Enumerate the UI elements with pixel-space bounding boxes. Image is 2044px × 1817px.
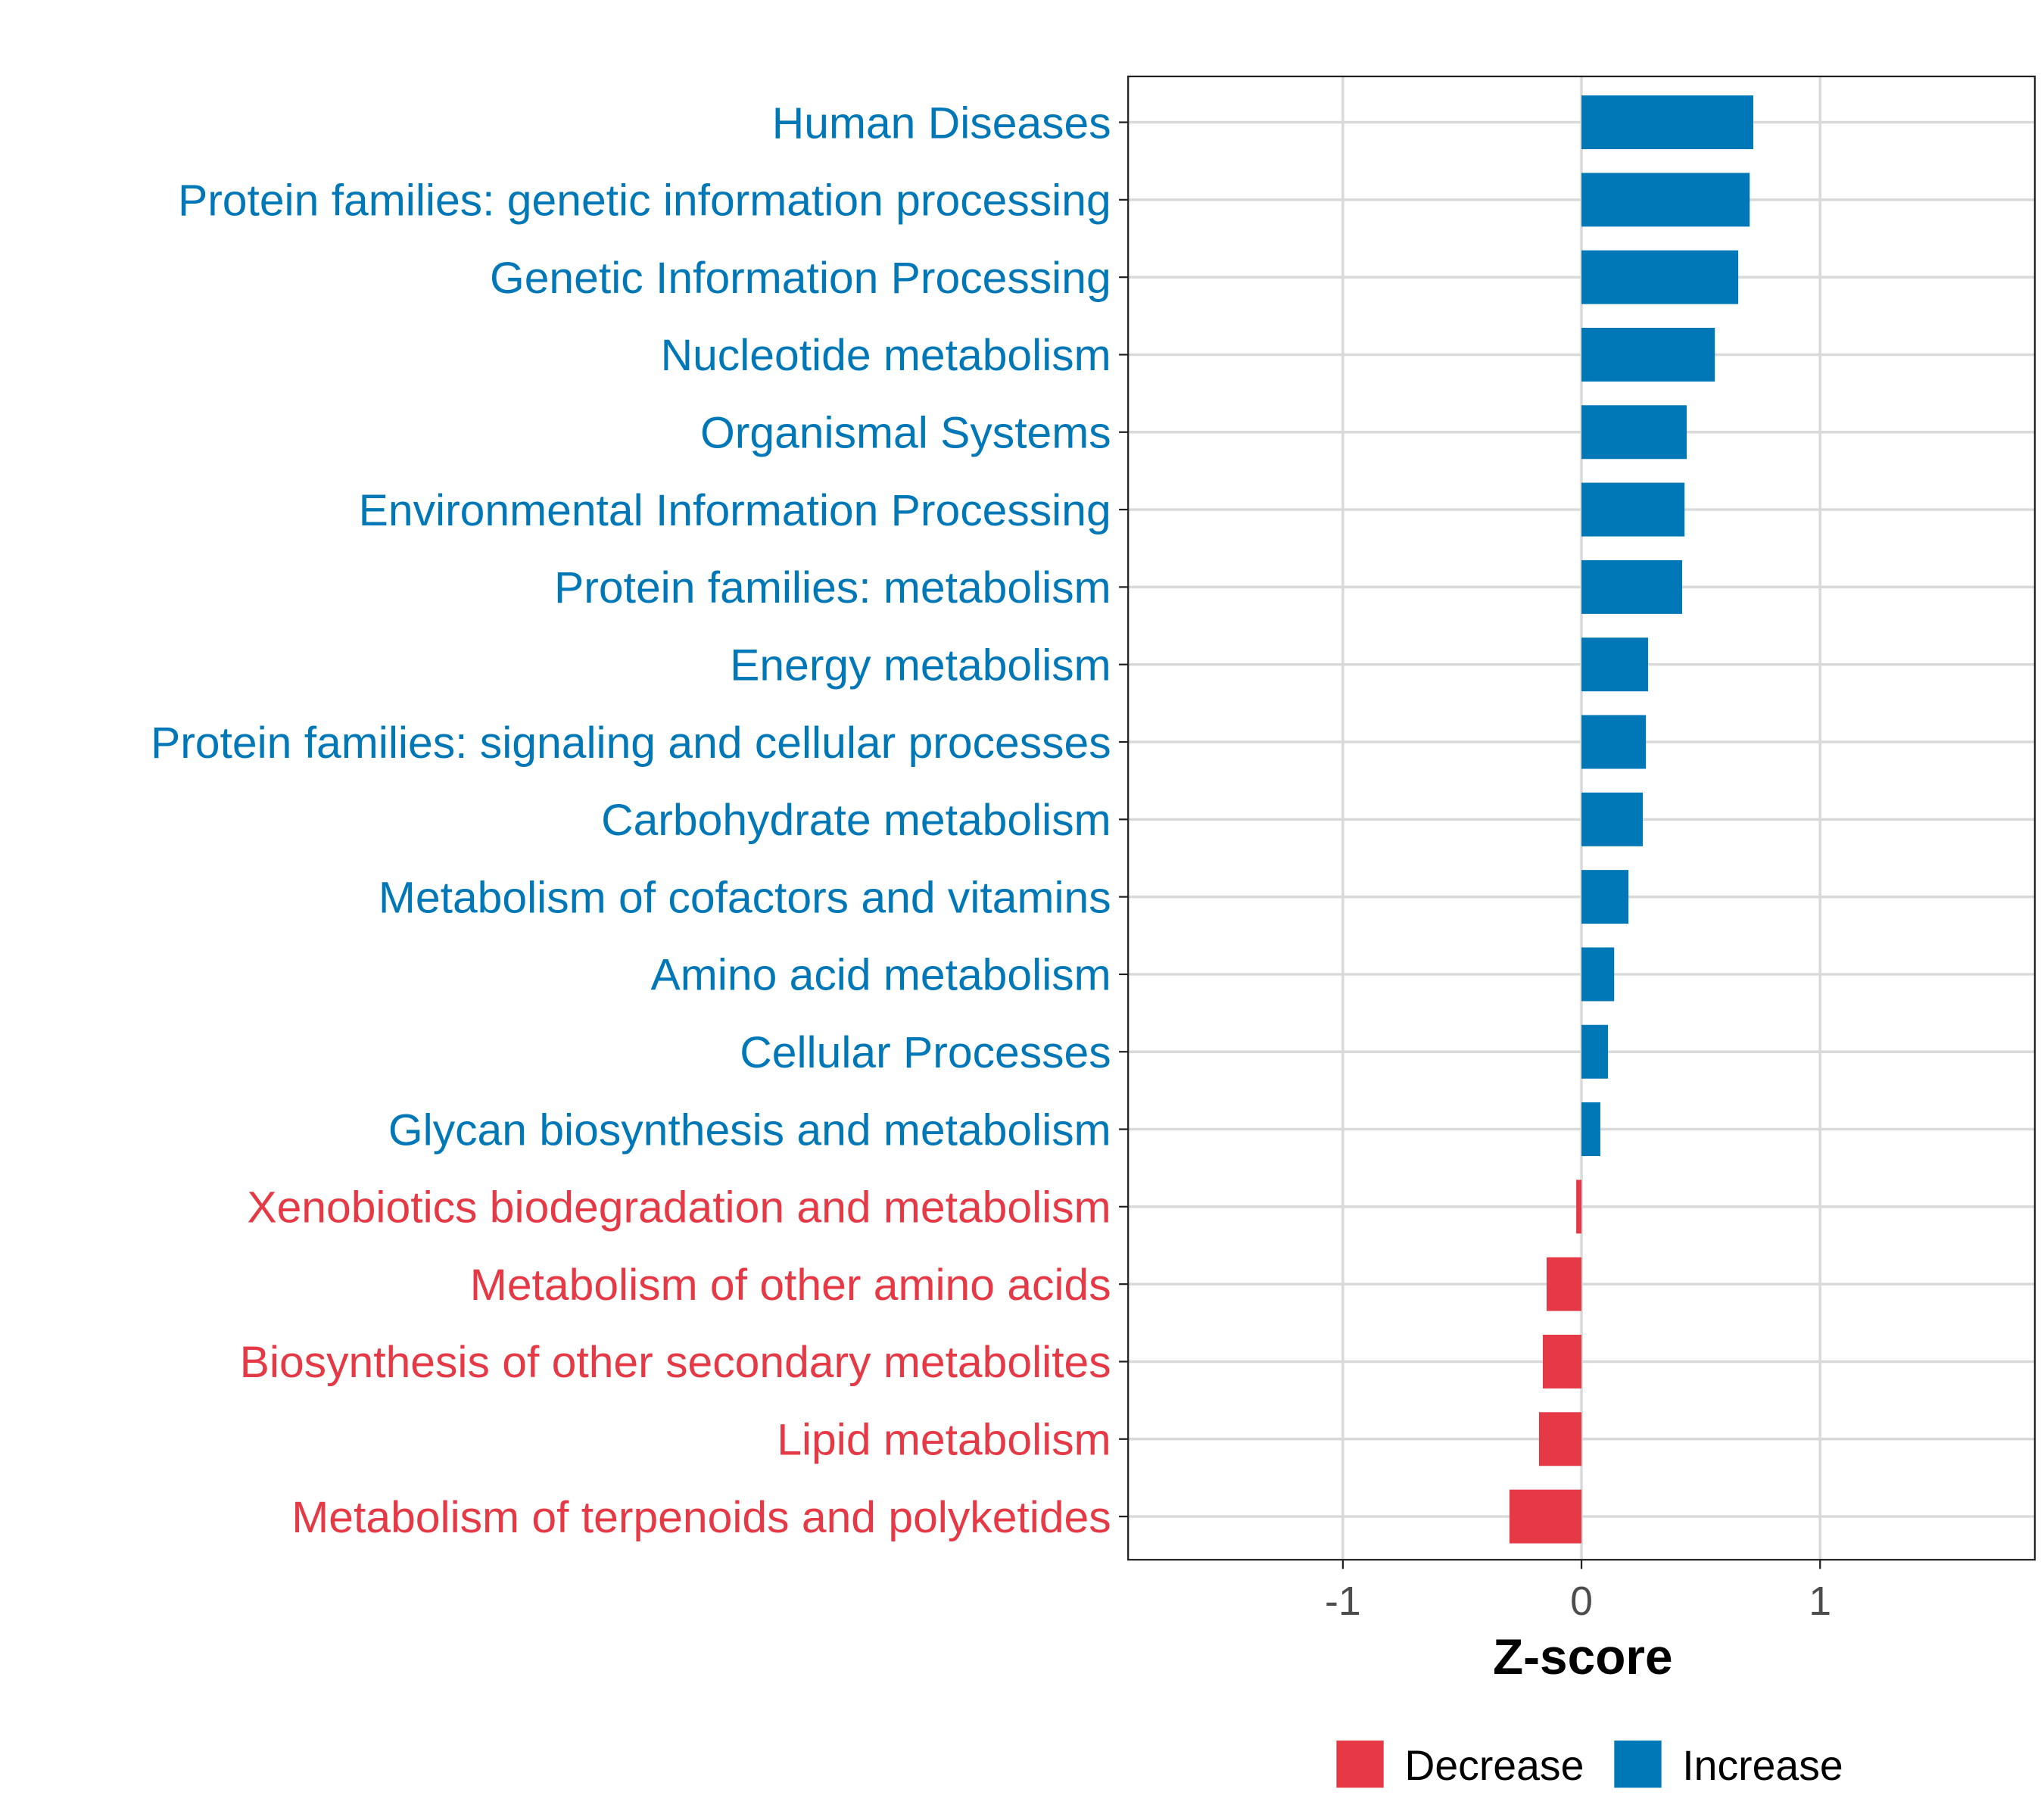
y-category-label: Nucleotide metabolism <box>661 331 1111 380</box>
bar <box>1581 173 1750 227</box>
y-category-label: Metabolism of other amino acids <box>470 1261 1111 1310</box>
y-category-label: Lipid metabolism <box>777 1416 1111 1465</box>
bar <box>1581 95 1753 150</box>
y-category-label: Protein families: signaling and cellular… <box>151 718 1111 768</box>
bar <box>1581 482 1685 537</box>
y-category-label: Genetic Information Processing <box>490 254 1111 303</box>
y-category-label: Xenobiotics biodegradation and metabolis… <box>247 1183 1111 1233</box>
x-tick-label: 1 <box>1809 1579 1831 1624</box>
legend-label: Decrease <box>1404 1742 1584 1789</box>
y-category-label: Protein families: metabolism <box>554 563 1111 612</box>
legend: Decrease Increase <box>1336 1741 1843 1789</box>
y-category-label: Human Diseases <box>772 98 1111 148</box>
bar <box>1542 1334 1582 1388</box>
bar <box>1581 792 1644 846</box>
x-axis-ticks: -1 0 1 <box>1325 1560 1831 1624</box>
y-category-label: Biosynthesis of other secondary metaboli… <box>240 1338 1111 1387</box>
x-axis-title: Z-score <box>1493 1628 1673 1685</box>
y-category-label: Glycan biosynthesis and metabolism <box>388 1105 1111 1155</box>
bar <box>1581 637 1648 692</box>
y-axis-labels: Human Diseases Protein families: genetic … <box>151 98 1129 1542</box>
y-category-label: Metabolism of cofactors and vitamins <box>379 873 1111 922</box>
bar <box>1547 1257 1582 1311</box>
bars <box>1509 95 1753 1544</box>
bar <box>1581 250 1739 304</box>
legend-swatch <box>1614 1741 1662 1788</box>
x-tick-label: -1 <box>1325 1579 1361 1624</box>
bar <box>1576 1180 1582 1234</box>
bar <box>1538 1412 1582 1466</box>
bar <box>1581 405 1687 460</box>
bar <box>1581 947 1615 1002</box>
legend-label: Increase <box>1682 1742 1843 1789</box>
bar <box>1509 1489 1582 1544</box>
bar <box>1581 1024 1609 1079</box>
y-category-label: Carbohydrate metabolism <box>601 796 1111 845</box>
y-category-label: Metabolism of terpenoids and polyketides <box>291 1493 1111 1542</box>
legend-swatch <box>1336 1741 1384 1788</box>
x-tick-label: 0 <box>1570 1579 1593 1624</box>
bar <box>1581 1102 1600 1157</box>
y-category-label: Environmental Information Processing <box>359 486 1111 535</box>
bar <box>1581 715 1647 769</box>
bar <box>1581 559 1683 614</box>
bar <box>1581 327 1715 382</box>
y-category-label: Amino acid metabolism <box>651 951 1111 1000</box>
y-category-label: Organismal Systems <box>700 409 1111 458</box>
y-category-label: Cellular Processes <box>740 1028 1111 1077</box>
bar <box>1581 870 1629 924</box>
y-category-label: Protein families: genetic information pr… <box>178 176 1111 226</box>
y-category-label: Energy metabolism <box>730 640 1111 690</box>
